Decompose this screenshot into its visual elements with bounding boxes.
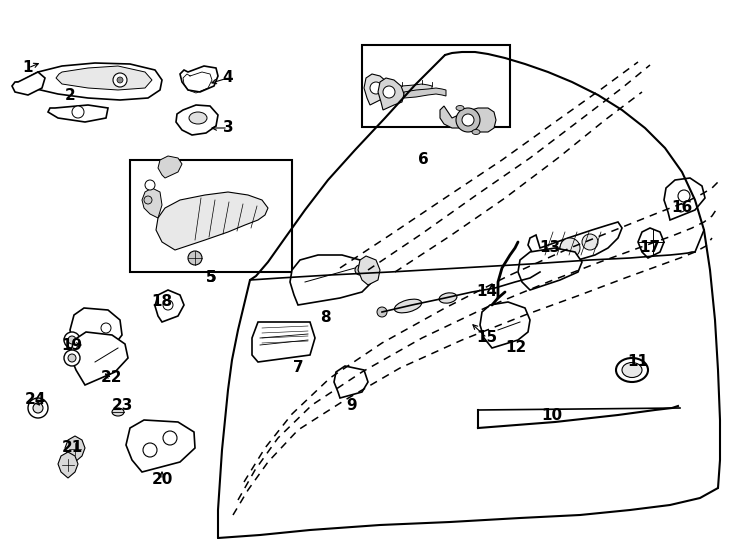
Circle shape bbox=[144, 196, 152, 204]
Circle shape bbox=[677, 204, 685, 212]
Text: 7: 7 bbox=[293, 361, 303, 375]
Text: 10: 10 bbox=[542, 408, 562, 422]
Text: 16: 16 bbox=[672, 200, 693, 215]
Bar bbox=[362, 45, 510, 127]
Circle shape bbox=[456, 108, 480, 132]
Ellipse shape bbox=[456, 105, 464, 111]
Circle shape bbox=[64, 350, 80, 366]
Ellipse shape bbox=[622, 362, 642, 377]
Polygon shape bbox=[364, 74, 390, 105]
Polygon shape bbox=[16, 63, 162, 100]
Polygon shape bbox=[290, 255, 372, 305]
Polygon shape bbox=[48, 105, 108, 122]
Text: 8: 8 bbox=[320, 310, 330, 326]
Bar bbox=[130, 160, 292, 272]
Circle shape bbox=[163, 431, 177, 445]
Text: 11: 11 bbox=[628, 354, 649, 369]
Text: 19: 19 bbox=[62, 338, 82, 353]
Circle shape bbox=[678, 190, 690, 202]
Text: 23: 23 bbox=[112, 397, 133, 413]
Text: 17: 17 bbox=[639, 240, 661, 255]
Circle shape bbox=[552, 249, 564, 261]
Circle shape bbox=[117, 77, 123, 83]
Circle shape bbox=[101, 323, 111, 333]
Polygon shape bbox=[378, 78, 404, 110]
Polygon shape bbox=[142, 188, 162, 218]
Circle shape bbox=[145, 180, 155, 190]
Ellipse shape bbox=[439, 293, 457, 303]
Circle shape bbox=[72, 106, 84, 118]
Polygon shape bbox=[252, 322, 315, 362]
Ellipse shape bbox=[394, 299, 421, 313]
Polygon shape bbox=[176, 105, 218, 135]
Text: 9: 9 bbox=[346, 397, 357, 413]
Circle shape bbox=[560, 238, 580, 258]
Polygon shape bbox=[12, 72, 45, 95]
Circle shape bbox=[355, 265, 365, 275]
Text: 4: 4 bbox=[222, 71, 233, 85]
Text: 6: 6 bbox=[418, 152, 429, 167]
Circle shape bbox=[33, 403, 43, 413]
Polygon shape bbox=[440, 106, 496, 132]
Polygon shape bbox=[404, 88, 446, 98]
Circle shape bbox=[462, 114, 474, 126]
Ellipse shape bbox=[189, 112, 207, 124]
Polygon shape bbox=[664, 178, 705, 220]
Circle shape bbox=[68, 336, 76, 344]
Circle shape bbox=[582, 234, 598, 250]
Text: 15: 15 bbox=[476, 330, 498, 346]
Ellipse shape bbox=[112, 408, 124, 416]
Text: 18: 18 bbox=[151, 294, 172, 309]
Polygon shape bbox=[518, 248, 582, 290]
Polygon shape bbox=[70, 332, 128, 385]
Text: 5: 5 bbox=[206, 271, 217, 286]
Circle shape bbox=[113, 73, 127, 87]
Text: 21: 21 bbox=[62, 441, 83, 456]
Circle shape bbox=[383, 86, 395, 98]
Polygon shape bbox=[334, 366, 368, 398]
Polygon shape bbox=[358, 256, 380, 285]
Circle shape bbox=[68, 354, 76, 362]
Circle shape bbox=[89, 337, 99, 347]
Circle shape bbox=[28, 398, 48, 418]
Circle shape bbox=[64, 332, 80, 348]
Polygon shape bbox=[158, 156, 182, 178]
Polygon shape bbox=[390, 84, 432, 94]
Polygon shape bbox=[70, 308, 122, 360]
Text: 20: 20 bbox=[151, 472, 172, 488]
Text: 3: 3 bbox=[222, 120, 233, 136]
Text: 22: 22 bbox=[101, 370, 123, 386]
Circle shape bbox=[163, 300, 173, 310]
Text: 1: 1 bbox=[23, 60, 33, 76]
Polygon shape bbox=[480, 302, 530, 348]
Polygon shape bbox=[156, 192, 268, 250]
Circle shape bbox=[377, 307, 387, 317]
Text: 5: 5 bbox=[206, 271, 217, 286]
Text: 14: 14 bbox=[476, 285, 498, 300]
Polygon shape bbox=[180, 66, 218, 92]
Circle shape bbox=[370, 82, 382, 94]
Text: 2: 2 bbox=[65, 89, 76, 104]
Ellipse shape bbox=[616, 358, 648, 382]
Circle shape bbox=[143, 443, 157, 457]
Text: 13: 13 bbox=[539, 240, 561, 255]
Circle shape bbox=[188, 251, 202, 265]
Polygon shape bbox=[56, 66, 152, 90]
Text: 24: 24 bbox=[24, 393, 46, 408]
Text: 12: 12 bbox=[506, 341, 526, 355]
Ellipse shape bbox=[472, 130, 480, 134]
Polygon shape bbox=[155, 290, 184, 322]
Polygon shape bbox=[528, 222, 622, 262]
Polygon shape bbox=[638, 228, 664, 258]
Polygon shape bbox=[126, 420, 195, 472]
Polygon shape bbox=[58, 452, 78, 478]
Polygon shape bbox=[65, 436, 85, 462]
